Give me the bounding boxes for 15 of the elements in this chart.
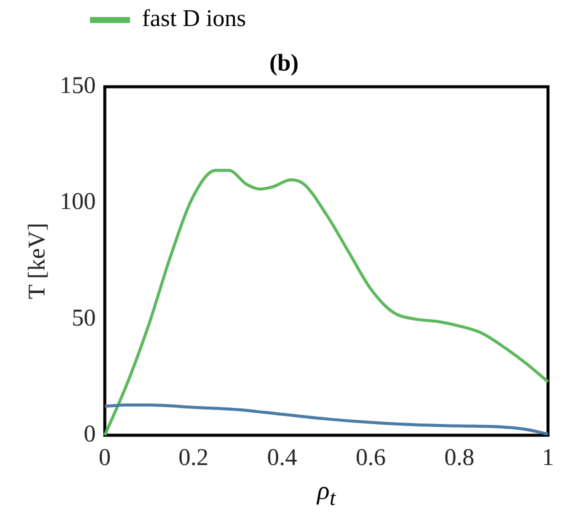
y-axis-title: T [keV]	[24, 222, 51, 300]
y-tick-label: 50	[72, 305, 96, 332]
x-tick-label: 1	[542, 444, 554, 471]
y-tick-label: 0	[84, 421, 96, 448]
x-tick-label: 0.4	[267, 444, 298, 471]
y-tick-label: 150	[60, 73, 96, 100]
line-series	[103, 404, 550, 436]
y-tick-label: 100	[60, 189, 96, 216]
line-series	[103, 168, 550, 437]
x-tick-label: 0.2	[178, 444, 208, 471]
chart-title: (b)	[269, 50, 299, 77]
x-tick-label: 0.8	[444, 444, 474, 471]
x-axis-title: ρ$_{t}$	[316, 476, 337, 512]
legend-label: fast D ions	[142, 6, 246, 33]
x-tick-label: 0.6	[356, 444, 386, 471]
